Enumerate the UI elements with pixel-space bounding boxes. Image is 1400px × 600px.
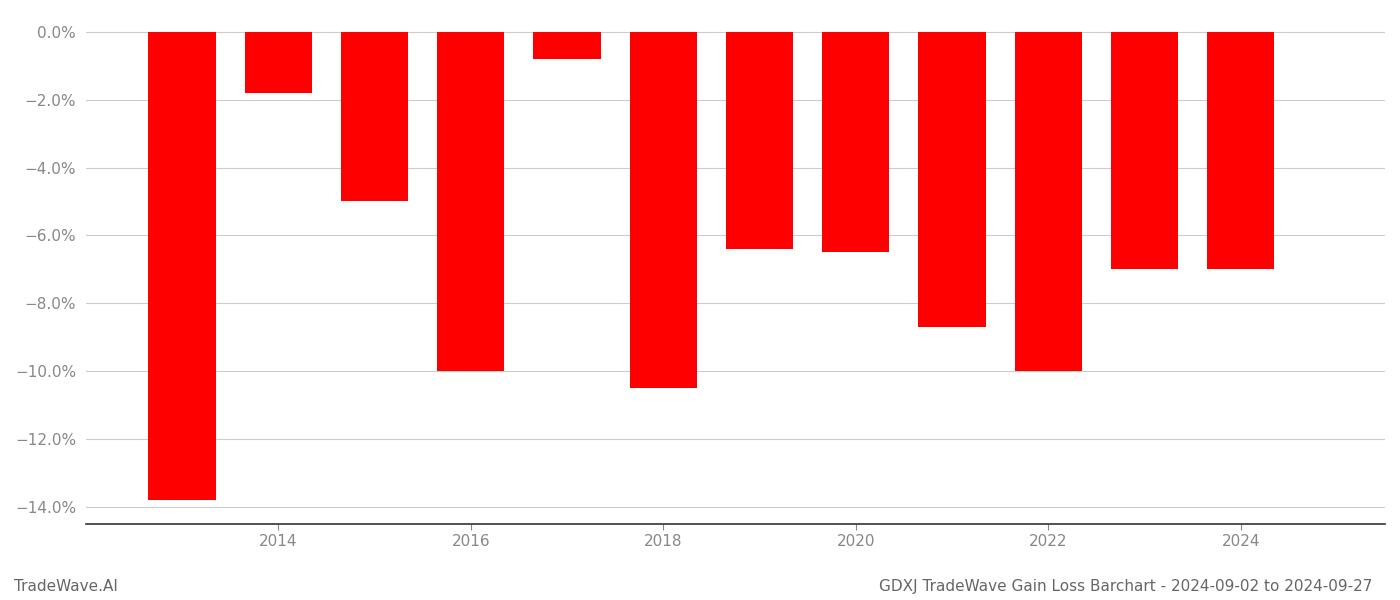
Bar [918,32,986,327]
Text: TradeWave.AI: TradeWave.AI [14,579,118,594]
Bar [245,32,312,93]
Bar [1015,32,1082,371]
Text: GDXJ TradeWave Gain Loss Barchart - 2024-09-02 to 2024-09-27: GDXJ TradeWave Gain Loss Barchart - 2024… [879,579,1372,594]
Bar [822,32,889,253]
Bar [1207,32,1274,269]
Bar [148,32,216,500]
Bar [1110,32,1177,269]
Bar [340,32,409,202]
Bar [437,32,504,371]
Bar [630,32,697,388]
Bar [725,32,794,249]
Bar [533,32,601,59]
